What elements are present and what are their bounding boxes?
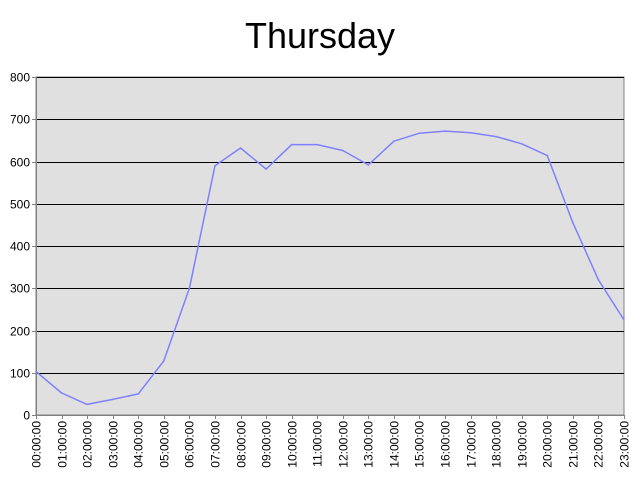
axes (36, 77, 624, 416)
y-tick-label: 400 (10, 240, 30, 254)
data-point (290, 143, 293, 146)
data-point (393, 140, 395, 142)
x-tick-label: 19:00:00 (516, 421, 530, 468)
series-line (35, 130, 625, 406)
x-tick-label: 02:00:00 (81, 421, 95, 468)
data-point (520, 143, 523, 145)
x-tick-label: 06:00:00 (183, 421, 197, 468)
data-point (623, 319, 625, 321)
series-layer (35, 130, 625, 406)
y-tick-label: 300 (10, 282, 30, 296)
x-tick-label: 13:00:00 (362, 421, 376, 468)
grid-lines (36, 77, 624, 374)
x-tick-label: 22:00:00 (592, 421, 606, 468)
y-tick-label: 0 (23, 409, 30, 423)
y-tick-label: 500 (10, 198, 30, 212)
data-point (35, 370, 37, 373)
x-tick-label: 15:00:00 (413, 421, 427, 468)
x-tick-label: 12:00:00 (337, 421, 351, 468)
data-point (342, 149, 344, 152)
data-point (469, 132, 472, 134)
y-tick-labels: 0 100 200 300 400 500 600 700 800 (10, 71, 36, 423)
x-tick-label: 17:00:00 (465, 421, 479, 468)
x-tick-label: 11:00:00 (311, 421, 325, 467)
x-tick-label: 04:00:00 (132, 421, 146, 468)
data-point (111, 398, 114, 401)
x-tick-label: 14:00:00 (388, 421, 402, 468)
x-tick-label: 10:00:00 (286, 421, 300, 468)
x-tick-label: 05:00:00 (158, 421, 172, 468)
x-tick-label: 00:00:00 (30, 421, 44, 468)
data-point (367, 164, 370, 166)
y-tick-label: 600 (10, 156, 30, 170)
data-point (316, 143, 319, 146)
chart-title: Thursday (245, 15, 395, 56)
y-tick-label: 100 (10, 367, 30, 381)
x-tick-label: 08:00:00 (235, 421, 249, 468)
data-point (546, 154, 549, 157)
data-point (265, 168, 267, 170)
data-point (418, 132, 421, 134)
data-point (86, 403, 88, 406)
x-tick-label: 01:00:00 (56, 421, 70, 468)
x-tick-label: 09:00:00 (260, 421, 274, 468)
x-tick-label: 03:00:00 (107, 421, 121, 468)
data-point (572, 222, 574, 224)
data-point (214, 164, 216, 167)
data-point (495, 135, 498, 138)
x-tick-label: 21:00:00 (567, 421, 581, 468)
data-point (239, 147, 242, 149)
y-tick-label: 800 (10, 71, 30, 85)
data-point (137, 393, 140, 395)
data-point (163, 360, 165, 362)
x-tick-label: 16:00:00 (439, 421, 453, 468)
x-tick-label: 07:00:00 (209, 421, 223, 468)
y-tick-label: 700 (10, 113, 30, 127)
x-tick-label: 20:00:00 (541, 421, 555, 468)
y-tick-label: 200 (10, 325, 30, 339)
data-point (597, 279, 600, 281)
x-tick-labels: 00:00:00 01:00:00 02:00:00 03:00:00 04:00:00… (30, 415, 632, 468)
x-tick-label: 23:00:00 (618, 421, 632, 468)
data-point (60, 392, 63, 394)
x-tick-label: 18:00:00 (490, 421, 504, 468)
data-point (188, 287, 191, 290)
data-point (444, 130, 446, 132)
